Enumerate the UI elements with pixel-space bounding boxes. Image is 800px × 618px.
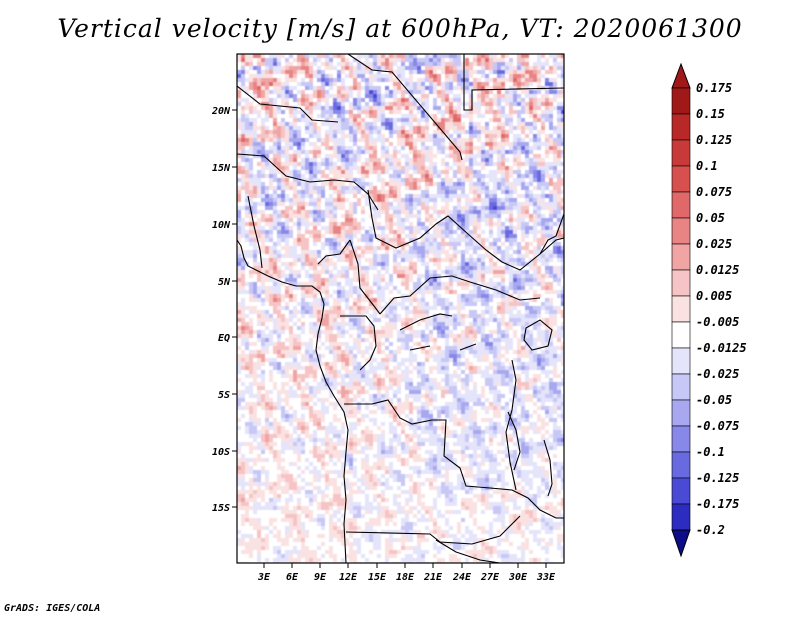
velocity-field — [237, 54, 564, 563]
colorbar-segment — [671, 295, 691, 323]
colorbar-label: 0.025 — [696, 237, 732, 251]
border-drc-east — [505, 359, 517, 491]
colorbar-segment — [671, 503, 691, 531]
lon-label: 27E — [480, 572, 500, 583]
lake-victoria — [523, 319, 553, 351]
lon-axis — [263, 563, 547, 568]
inner-congo — [399, 313, 477, 351]
border-nigeria-cameroon — [317, 239, 351, 265]
border-zambia — [511, 489, 564, 519]
colorbar-label: -0.025 — [696, 367, 739, 381]
colorbar-labels: 0.175 0.15 0.125 0.1 0.075 0.05 0.025 0.… — [696, 81, 747, 537]
colorbar-bottom-arrow — [671, 529, 691, 558]
lat-label: 15S — [212, 503, 230, 514]
border-east-africa — [539, 213, 564, 255]
lon-label: 9E — [314, 572, 327, 583]
colorbar-segment — [671, 165, 691, 193]
border-cameroon — [349, 239, 381, 315]
border-angola-drc — [344, 399, 513, 491]
colorbar: 0.175 0.15 0.125 0.1 0.075 0.05 0.025 0.… — [671, 62, 747, 558]
colorbar-label: 0.075 — [696, 185, 732, 199]
benin-togo — [247, 195, 263, 269]
colorbar-segment — [671, 321, 691, 349]
border-gabon-congo — [340, 315, 377, 371]
colorbar-label: 0.175 — [696, 81, 732, 95]
colorbar-label: -0.175 — [696, 497, 739, 511]
grads-credit: GrADS: IGES/COLA — [4, 603, 101, 614]
colorbar-segment — [671, 87, 691, 115]
niger-mali — [237, 85, 339, 123]
border-car-drc — [379, 275, 541, 315]
coastline-west — [237, 239, 349, 563]
colorbar-segment — [671, 347, 691, 375]
border-angola-south — [345, 515, 521, 545]
lon-label: 33E — [536, 572, 556, 583]
colorbar-segment — [671, 113, 691, 141]
lat-label: EQ — [218, 333, 230, 344]
country-borders — [237, 54, 564, 563]
colorbar-label: 0.005 — [696, 289, 732, 303]
colorbar-label: -0.005 — [696, 315, 739, 329]
border-chad-car — [367, 189, 564, 271]
lon-label: 24E — [452, 572, 472, 583]
lake-malawi — [543, 439, 553, 497]
colorbar-segments — [671, 87, 691, 531]
map-title: Vertical velocity [m/s] at 600hPa, VT: 2… — [57, 14, 743, 43]
colorbar-segment — [671, 191, 691, 219]
lat-label: 10N — [212, 220, 231, 231]
lon-label: 6E — [286, 572, 299, 583]
colorbar-segment — [671, 399, 691, 427]
plot-frame — [236, 53, 565, 564]
colorbar-segment — [671, 243, 691, 271]
border-niger-chad — [347, 54, 463, 161]
lon-label: 12E — [339, 572, 358, 583]
lon-label: 21E — [423, 572, 443, 583]
colorbar-label: 0.05 — [696, 211, 725, 225]
colorbar-segment — [671, 139, 691, 167]
colorbar-top-arrow — [671, 62, 691, 89]
border-sahel — [237, 153, 379, 211]
lat-label: 10S — [212, 447, 230, 458]
colorbar-segment — [671, 477, 691, 505]
colorbar-label: 0.1 — [696, 159, 718, 173]
colorbar-segment — [671, 373, 691, 401]
colorbar-label: -0.05 — [696, 393, 732, 407]
colorbar-segment — [671, 425, 691, 453]
colorbar-label: 0.125 — [696, 133, 732, 147]
colorbar-label: -0.075 — [696, 419, 739, 433]
colorbar-segment — [671, 217, 691, 245]
colorbar-label: 0.0125 — [696, 263, 739, 277]
colorbar-segment — [671, 269, 691, 297]
lat-label: 20N — [211, 106, 231, 117]
lat-label: 15N — [212, 163, 231, 174]
lon-label: 18E — [396, 572, 415, 583]
colorbar-label: -0.1 — [696, 445, 725, 459]
border-zimbabwe — [435, 539, 501, 563]
lat-label: 5S — [218, 390, 230, 401]
lat-label: 5N — [218, 277, 231, 288]
lon-label: 15E — [368, 572, 387, 583]
colorbar-label: -0.0125 — [696, 341, 747, 355]
lat-axis — [232, 109, 237, 508]
lake-tanganyika — [507, 411, 521, 471]
colorbar-segment — [671, 451, 691, 479]
colorbar-label: -0.125 — [696, 471, 739, 485]
border-libya-sudan — [463, 54, 564, 111]
colorbar-label: -0.2 — [696, 523, 725, 537]
colorbar-label: 0.15 — [696, 107, 725, 121]
lat-labels: 20N 15N 10N 5N EQ 5S 10S 15S — [211, 106, 231, 514]
lon-labels: 3E 6E 9E 12E 15E 18E 21E 24E 27E 30E 33E — [257, 572, 556, 583]
lon-label: 3E — [257, 572, 271, 583]
lon-label: 30E — [508, 572, 528, 583]
